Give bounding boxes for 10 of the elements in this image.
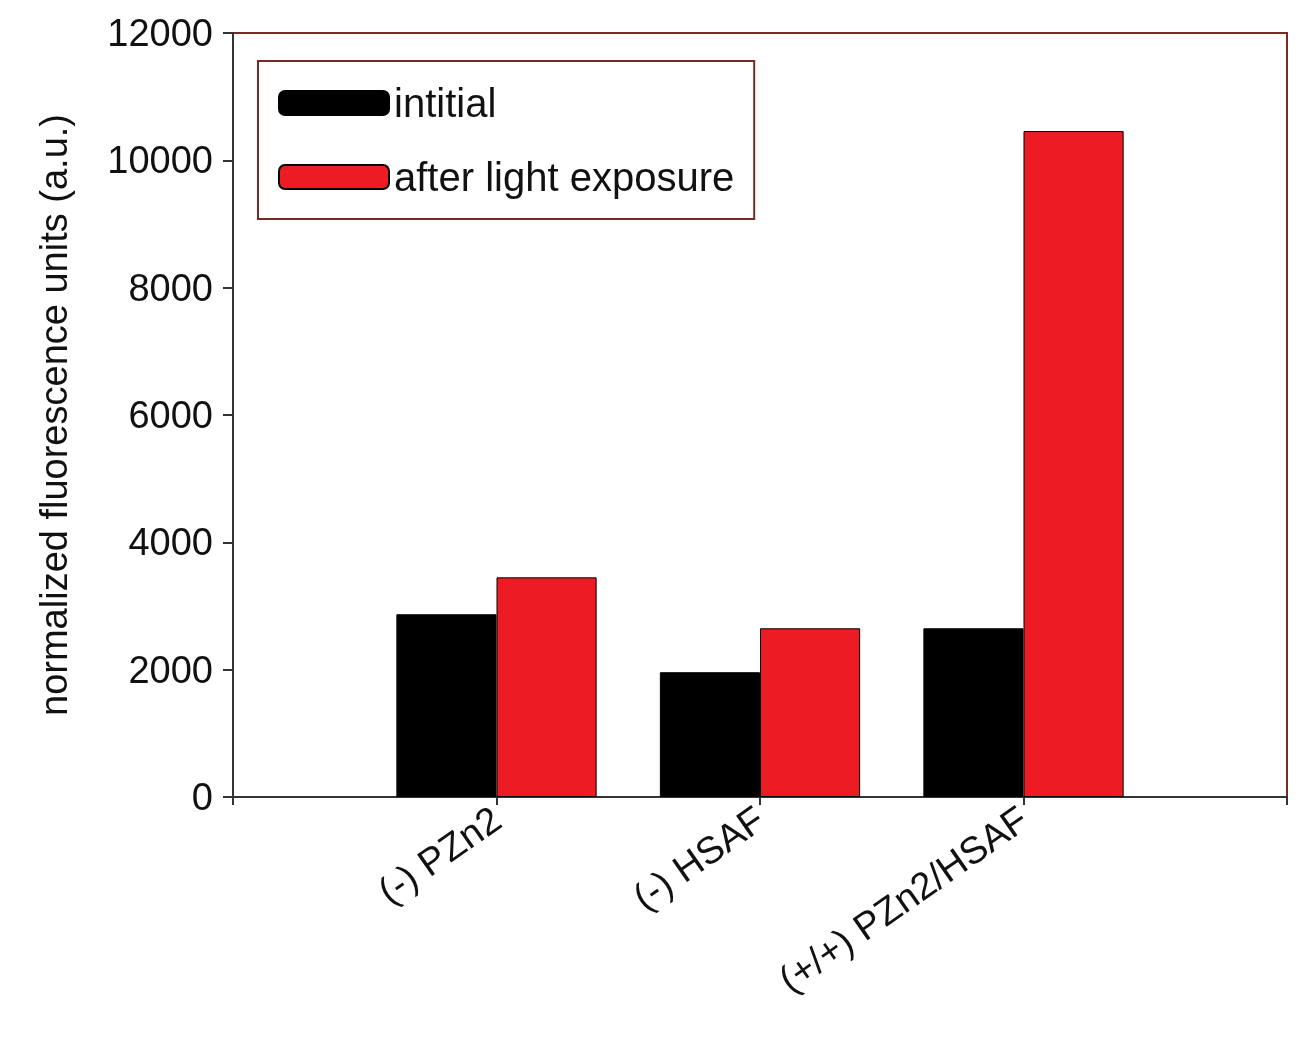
y-tick-label: 12000 <box>107 12 213 54</box>
y-tick-label: 10000 <box>107 139 213 182</box>
y-tick-label: 8000 <box>128 266 213 309</box>
y-axis-title: normalized fluorescence units (a.u.) <box>33 114 75 716</box>
y-tick-label: 0 <box>191 776 213 818</box>
y-tick-label: 4000 <box>128 521 213 564</box>
legend-label: after light exposure <box>394 155 735 199</box>
y-tick-label: 2000 <box>128 648 213 691</box>
y-tick-label: 6000 <box>128 394 213 436</box>
legend-label: intitial <box>394 81 497 125</box>
